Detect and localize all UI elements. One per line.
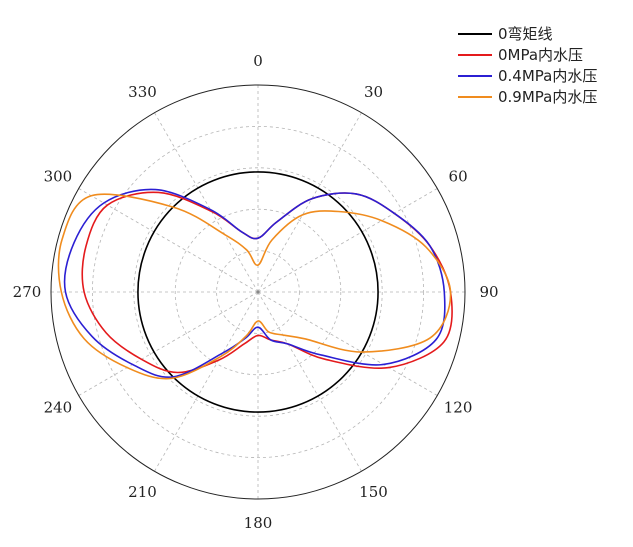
polar-frame-circle xyxy=(50,84,466,500)
legend-label-3: 0.9MPa内水压 xyxy=(498,88,597,106)
angle-tick-label: 60 xyxy=(449,168,468,186)
angle-tick-label: 180 xyxy=(244,514,273,532)
radial-grid-circle xyxy=(91,125,425,459)
angle-tick-label: 150 xyxy=(359,483,388,501)
legend-label-2: 0.4MPa内水压 xyxy=(498,67,597,85)
angular-grid-spoke xyxy=(257,188,438,293)
series-curve-2 xyxy=(63,188,446,378)
polar-grid xyxy=(50,84,466,500)
angle-tick-label: 210 xyxy=(128,483,157,501)
angle-tick-label: 0 xyxy=(253,52,263,70)
angle-tick-label: 330 xyxy=(128,83,157,101)
angular-grid-spoke xyxy=(257,291,438,396)
angle-tick-label: 270 xyxy=(13,283,42,301)
radial-grid-circle xyxy=(133,167,383,417)
angular-grid-spoke xyxy=(257,112,362,293)
polar-center-dot xyxy=(256,290,260,294)
series-layer xyxy=(57,171,453,413)
angle-tick-label: 120 xyxy=(444,399,473,417)
angular-grid-spoke xyxy=(154,291,259,472)
legend-label-1: 0MPa内水压 xyxy=(498,46,583,64)
series-curve-3 xyxy=(57,193,452,380)
radial-grid-circle xyxy=(216,250,300,334)
angular-grid-spoke xyxy=(257,291,362,472)
legend-label-0: 0弯矩线 xyxy=(498,25,553,43)
angular-grid-spoke xyxy=(154,112,259,293)
radial-grid-circle xyxy=(174,208,342,376)
angle-tick-label: 240 xyxy=(44,399,73,417)
angle-tick-labels: 0 30 60 90 120 150 180 210 240 270 300 330 xyxy=(13,52,499,532)
angle-tick-label: 300 xyxy=(44,168,73,186)
angle-tick-label: 90 xyxy=(479,283,498,301)
series-curve-0 xyxy=(137,171,379,413)
legend: 0弯矩线 0MPa内水压 0.4MPa内水压 0.9MPa内水压 xyxy=(458,25,597,106)
angular-grid-spoke xyxy=(78,291,259,396)
angular-grid-spoke xyxy=(78,188,259,293)
angle-tick-label: 30 xyxy=(364,83,383,101)
